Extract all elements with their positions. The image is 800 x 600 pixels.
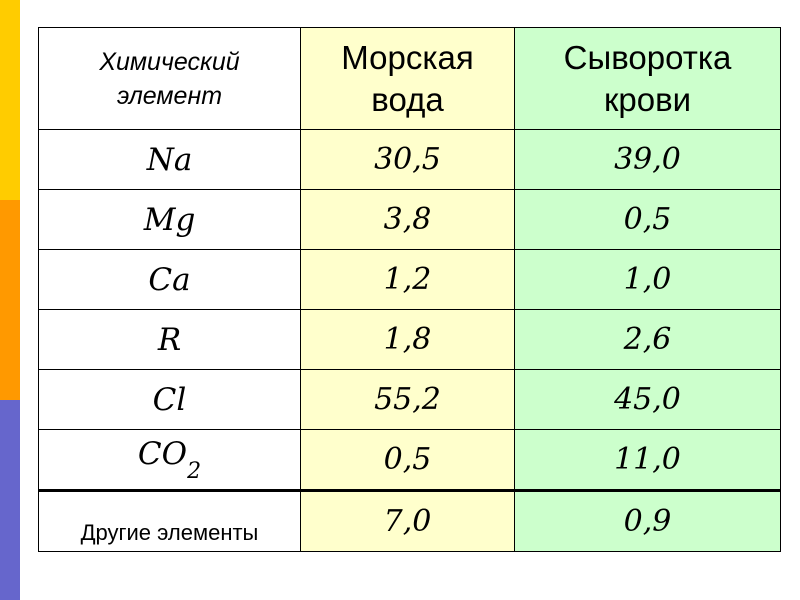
serum-cell: 0,5 — [514, 189, 781, 250]
sea-value: 30,5 — [374, 142, 441, 177]
table-row: R 1,8 2,6 — [38, 309, 781, 370]
sea-cell: 1,2 — [300, 249, 515, 310]
element-cell: Cl — [38, 369, 301, 430]
serum-cell: 45,0 — [514, 369, 781, 430]
serum-cell: 11,0 — [514, 429, 781, 491]
serum-value: 0,9 — [623, 504, 672, 539]
element-cell: Na — [38, 129, 301, 190]
sea-value: 7,0 — [383, 504, 432, 539]
header-element-cell: Химический элемент — [38, 27, 301, 130]
serum-value: 2,6 — [623, 322, 672, 357]
side-bar-top — [0, 0, 20, 200]
table-header-row: Химический элемент Морская вода Сыворотк… — [38, 27, 781, 130]
element-name: Ca — [148, 261, 191, 298]
element-cell: Mg — [38, 189, 301, 250]
sea-cell: 1,8 — [300, 309, 515, 370]
sea-value: 55,2 — [374, 382, 441, 417]
table-row: Cl 55,2 45,0 — [38, 369, 781, 430]
sea-cell: 30,5 — [300, 129, 515, 190]
header-serum-label: Сыворотка крови — [563, 38, 732, 118]
sea-value: 1,8 — [383, 322, 432, 357]
sea-cell: 0,5 — [300, 429, 515, 491]
element-cell: CO2 — [38, 429, 301, 491]
header-sea-cell: Морская вода — [300, 27, 515, 130]
element-name: Na — [146, 141, 193, 178]
serum-cell: 1,0 — [514, 249, 781, 310]
element-cell: Другие элементы — [38, 489, 301, 552]
sea-cell: 55,2 — [300, 369, 515, 430]
sea-cell: 7,0 — [300, 489, 515, 552]
serum-value: 11,0 — [614, 442, 681, 477]
serum-cell: 39,0 — [514, 129, 781, 190]
element-name: R — [157, 321, 182, 358]
serum-value: 45,0 — [614, 382, 681, 417]
serum-cell: 0,9 — [514, 489, 781, 552]
element-cell: R — [38, 309, 301, 370]
sea-value: 1,2 — [383, 262, 432, 297]
element-name: Cl — [152, 381, 187, 418]
table-row: Na 30,5 39,0 — [38, 129, 781, 190]
side-bar-middle — [0, 200, 20, 400]
table-row: Mg 3,8 0,5 — [38, 189, 781, 250]
sea-value: 0,5 — [383, 442, 432, 477]
element-name-subscript: 2 — [187, 458, 202, 484]
sea-cell: 3,8 — [300, 189, 515, 250]
serum-value: 0,5 — [623, 202, 672, 237]
serum-value: 1,0 — [623, 262, 672, 297]
header-element-label: Химический элемент — [99, 47, 240, 110]
sea-value: 3,8 — [383, 202, 432, 237]
element-name-main: CO — [137, 435, 188, 472]
header-serum-cell: Сыворотка крови — [514, 27, 781, 130]
element-name: Mg — [143, 201, 196, 238]
table-row: CO2 0,5 11,0 — [38, 429, 781, 491]
serum-cell: 2,6 — [514, 309, 781, 370]
serum-value: 39,0 — [614, 142, 681, 177]
other-elements-label: Другие элементы — [80, 519, 259, 545]
table-row-other: Другие элементы 7,0 0,9 — [38, 489, 781, 552]
side-bar-bottom — [0, 400, 20, 600]
composition-table: Химический элемент Морская вода Сыворотк… — [38, 27, 781, 552]
element-name: CO2 — [137, 435, 201, 484]
element-cell: Ca — [38, 249, 301, 310]
table-row: Ca 1,2 1,0 — [38, 249, 781, 310]
header-sea-label: Морская вода — [341, 38, 474, 118]
